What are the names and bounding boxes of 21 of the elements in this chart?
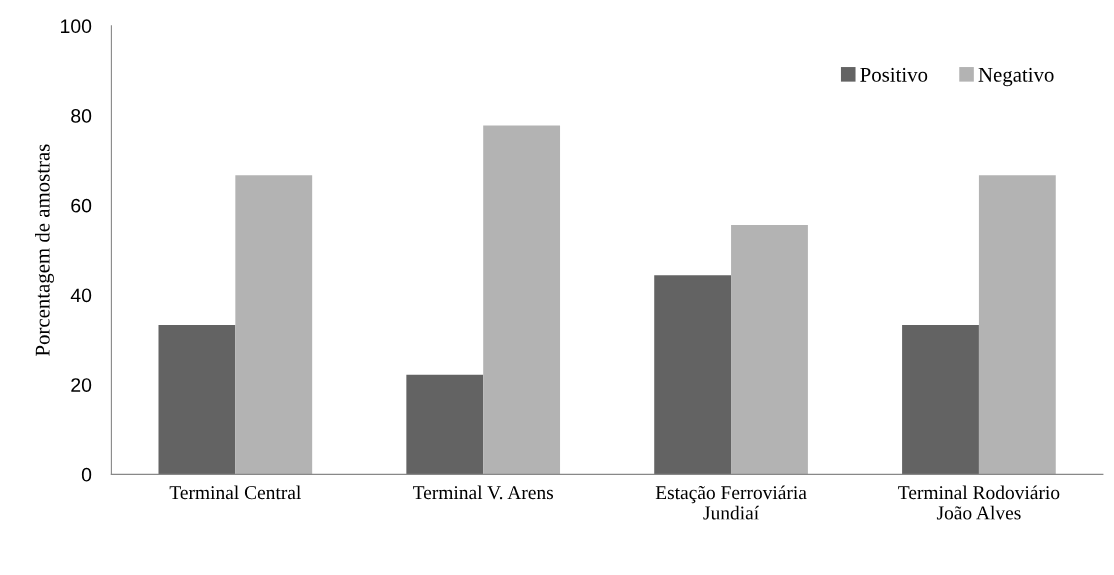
legend-label: Positivo — [860, 67, 928, 82]
bar — [978, 175, 1056, 475]
y-tick-label: 100 — [61, 19, 92, 34]
y-tick-label: 20 — [71, 378, 92, 392]
legend-label: Negativo — [978, 67, 1054, 87]
bar — [406, 374, 484, 475]
y-tick-label: 0 — [81, 467, 92, 482]
y-tick-label: 40 — [70, 288, 92, 303]
y-tick-label: 80 — [71, 109, 92, 123]
x-tick-label: Terminal Central — [169, 485, 301, 500]
bar — [483, 125, 561, 475]
bar — [158, 325, 236, 475]
y-axis-title: Porcentagem de amostras — [35, 144, 54, 356]
x-tick-label: Terminal V. Arens — [413, 485, 554, 500]
bar — [902, 325, 979, 475]
bar — [731, 225, 808, 475]
x-tick-label: Estação Ferroviária Jundiaí — [655, 485, 807, 520]
bar — [235, 175, 313, 475]
y-tick-label: 60 — [71, 198, 92, 213]
bar — [654, 275, 732, 475]
x-tick-label: Terminal Rodoviário João Alves — [898, 485, 1060, 520]
